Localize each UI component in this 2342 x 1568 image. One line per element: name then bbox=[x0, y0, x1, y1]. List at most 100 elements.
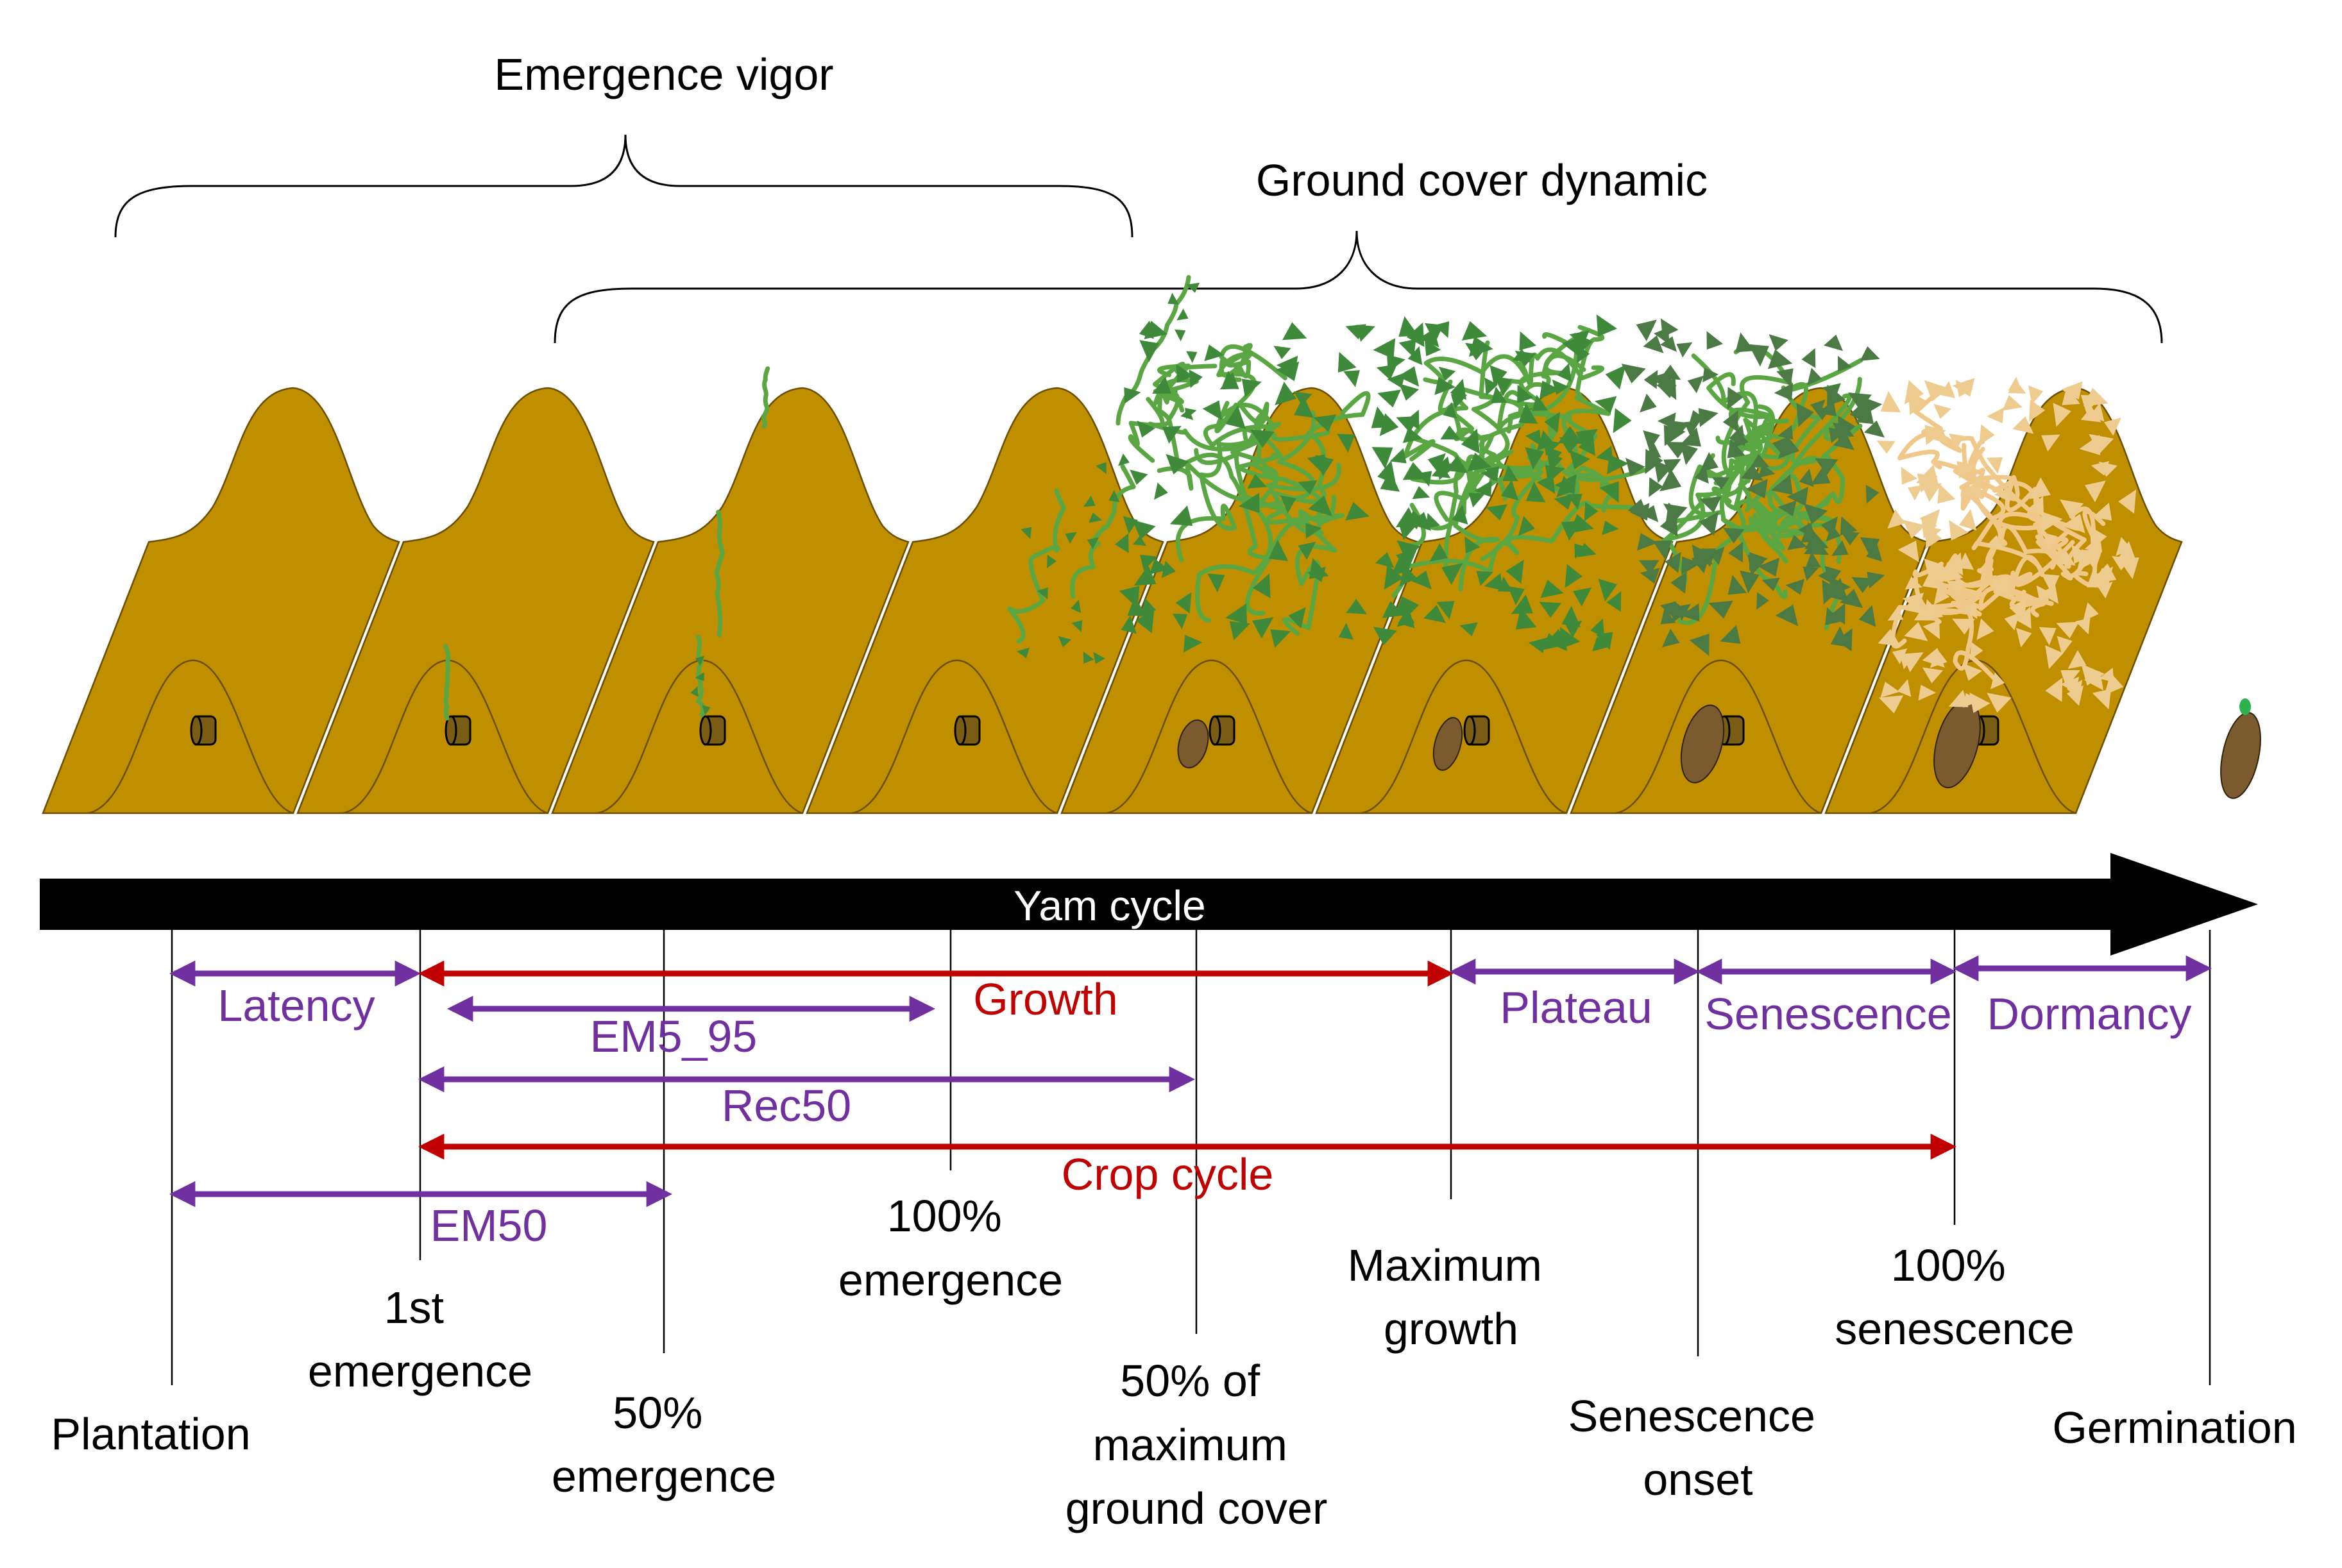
ridge-stage-6 bbox=[1315, 314, 1674, 814]
leaf bbox=[1987, 407, 2004, 423]
leaf bbox=[1727, 439, 1745, 459]
leaf bbox=[1438, 366, 1456, 381]
leaf bbox=[1502, 465, 1518, 482]
leaf bbox=[1539, 602, 1561, 618]
leaf bbox=[1486, 504, 1507, 521]
leaf bbox=[1221, 371, 1239, 389]
germinating-tuber-body bbox=[2220, 712, 2261, 799]
leaf bbox=[1307, 566, 1326, 582]
yam-cycle-arrow bbox=[40, 853, 2258, 956]
leaf bbox=[1831, 540, 1849, 556]
leaf bbox=[1806, 552, 1822, 568]
leaf bbox=[1071, 600, 1082, 613]
leaf bbox=[1940, 381, 1956, 398]
leaf bbox=[1810, 466, 1831, 485]
leaf bbox=[1698, 408, 1718, 427]
leaf bbox=[1625, 457, 1645, 476]
leaf bbox=[1745, 478, 1768, 499]
leaf bbox=[1525, 429, 1541, 446]
leaf bbox=[1427, 453, 1446, 474]
leaf bbox=[2060, 670, 2081, 688]
stage-line: 50% of bbox=[1120, 1356, 1260, 1406]
stage-label-plantation: Plantation bbox=[51, 1409, 250, 1459]
leaf bbox=[1924, 599, 1944, 621]
leaf bbox=[1577, 543, 1597, 557]
leaf bbox=[1162, 426, 1182, 444]
leaf bbox=[1494, 376, 1513, 396]
ridge-stage-1 bbox=[42, 387, 400, 814]
leaf bbox=[2055, 550, 2076, 566]
leaf bbox=[1406, 322, 1425, 348]
leaf bbox=[1987, 693, 2012, 713]
ground-cover-dynamic-brace bbox=[554, 230, 2163, 344]
leaf bbox=[1561, 520, 1583, 541]
leaf bbox=[1880, 391, 1901, 412]
leaf bbox=[1660, 512, 1678, 537]
vine bbox=[761, 366, 770, 429]
leaf bbox=[1643, 335, 1664, 353]
vine bbox=[443, 644, 451, 721]
leaf bbox=[1338, 623, 1353, 640]
leaf bbox=[1399, 384, 1420, 401]
leaf bbox=[1511, 594, 1533, 614]
leaf bbox=[2118, 489, 2137, 514]
leaf bbox=[1986, 457, 2003, 474]
leaf bbox=[1536, 430, 1555, 451]
leaf bbox=[1247, 474, 1268, 489]
ridge-stage-2 bbox=[296, 387, 655, 814]
leaf bbox=[1250, 430, 1275, 448]
leaf bbox=[1769, 334, 1788, 351]
leaf bbox=[1573, 587, 1592, 607]
leaf bbox=[1484, 377, 1498, 396]
leaf bbox=[1046, 555, 1056, 569]
ridge-stage-3 bbox=[551, 366, 910, 814]
leaf bbox=[1288, 607, 1306, 628]
leaf bbox=[1680, 427, 1701, 447]
leaf bbox=[1637, 533, 1658, 551]
leaf bbox=[1952, 378, 1975, 397]
leaf bbox=[1556, 475, 1576, 498]
leaf bbox=[1590, 618, 1605, 638]
leaf bbox=[1544, 412, 1560, 433]
stage-label-senescence-100: 100% senescence bbox=[1835, 1240, 2075, 1354]
leaf bbox=[1933, 586, 1950, 605]
stage-label-emergence-100: 100% emergence bbox=[838, 1191, 1063, 1305]
leaf bbox=[1661, 628, 1680, 648]
leaf bbox=[1467, 452, 1492, 472]
leaf bbox=[1204, 344, 1225, 362]
stage-line: 100% bbox=[1891, 1240, 2006, 1290]
leaf bbox=[1688, 410, 1707, 425]
leaf bbox=[1140, 555, 1158, 571]
leaf bbox=[1459, 622, 1478, 637]
leaf bbox=[1818, 568, 1835, 586]
vine bbox=[1506, 353, 1586, 434]
crop-cycle-label: Crop cycle bbox=[1062, 1149, 1274, 1199]
ridge-field bbox=[1570, 387, 1928, 814]
leaf bbox=[1133, 565, 1157, 586]
ridge-profile bbox=[87, 659, 294, 814]
leaf bbox=[1592, 636, 1611, 652]
leaf bbox=[1375, 552, 1395, 568]
em5-95-label: EM5_95 bbox=[590, 1011, 758, 1061]
leaf bbox=[1461, 321, 1488, 341]
leaf bbox=[1922, 667, 1943, 684]
leaf bbox=[1948, 689, 1969, 707]
leaf bbox=[1337, 434, 1355, 453]
leaf bbox=[1924, 425, 1946, 446]
leaf bbox=[1552, 379, 1569, 395]
stage-label-maximum-growth: Maximum growth bbox=[1348, 1240, 1555, 1354]
leaf bbox=[1536, 475, 1556, 494]
leaf bbox=[1697, 548, 1716, 568]
leaf bbox=[2112, 556, 2131, 571]
rec50-label: Rec50 bbox=[722, 1081, 851, 1131]
leaf bbox=[1735, 332, 1754, 353]
leaf bbox=[1720, 625, 1741, 644]
leaf bbox=[1124, 387, 1141, 404]
leaf bbox=[1507, 586, 1525, 605]
leaf bbox=[1946, 580, 1964, 598]
leaf bbox=[1398, 339, 1416, 358]
leaf bbox=[1395, 507, 1418, 528]
leaf bbox=[1796, 403, 1814, 427]
leaf bbox=[1969, 692, 1990, 713]
leaf bbox=[2075, 618, 2091, 635]
